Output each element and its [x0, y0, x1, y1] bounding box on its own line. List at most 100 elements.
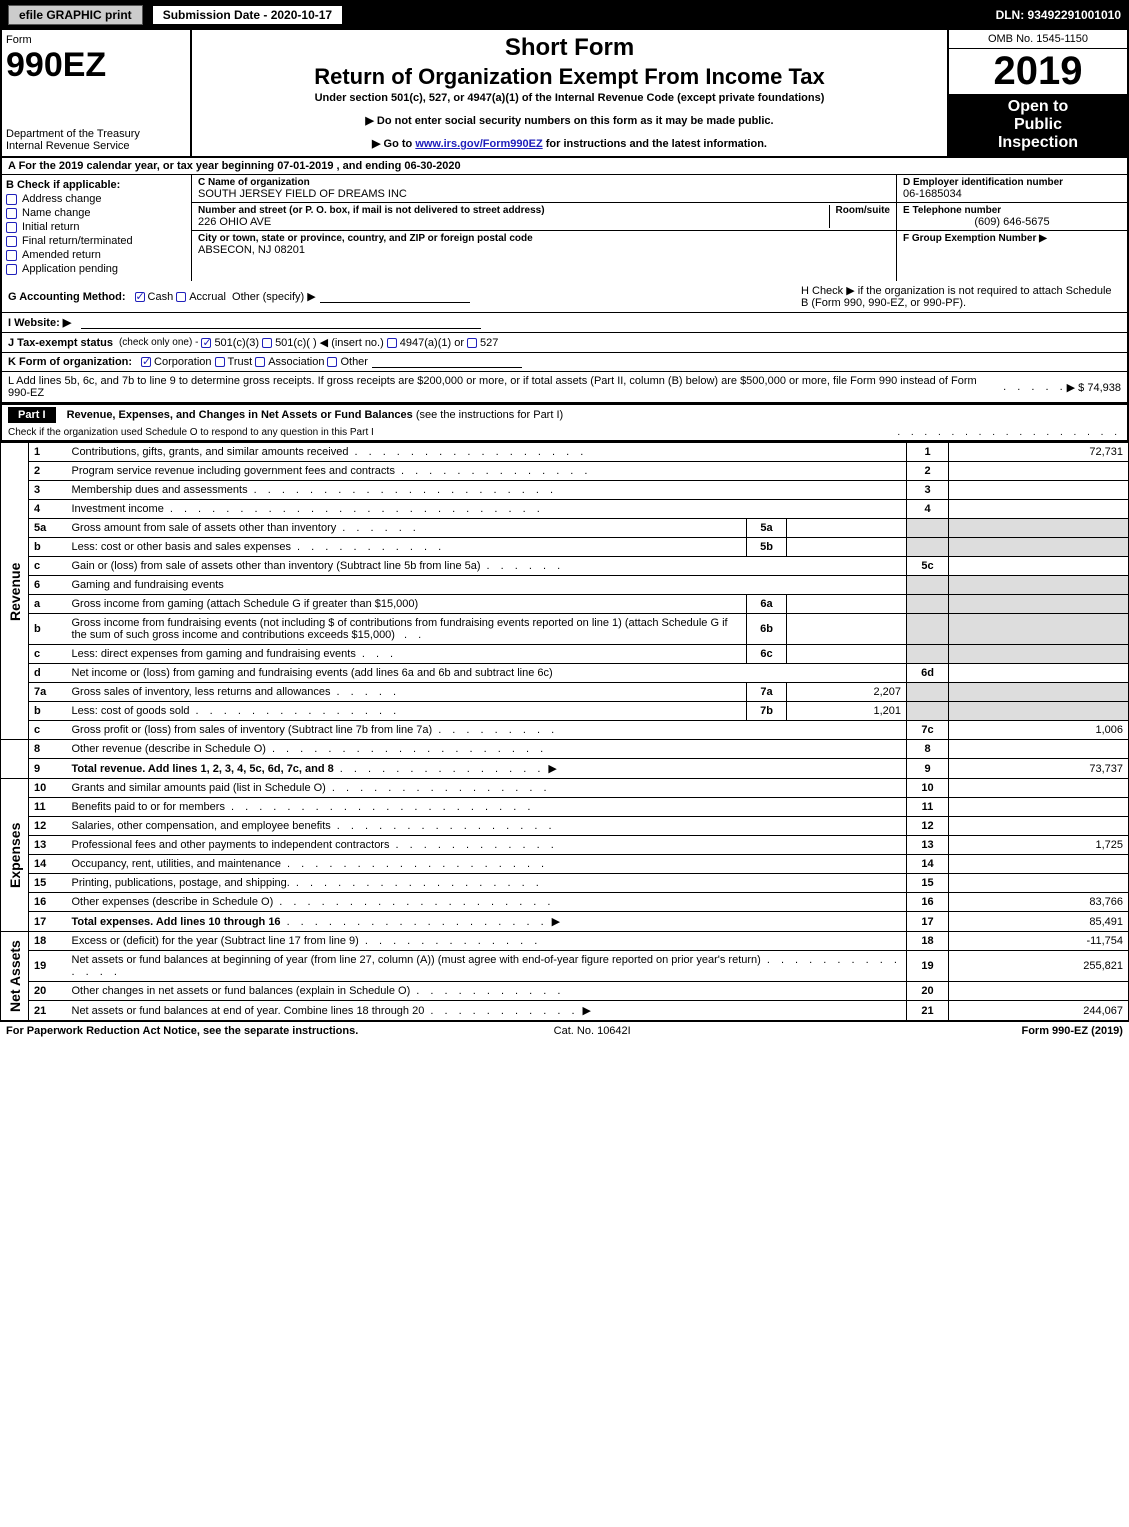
- line-val: 255,821: [949, 951, 1129, 982]
- line-desc: Net income or (loss) from gaming and fun…: [67, 664, 907, 683]
- website-input[interactable]: [81, 317, 481, 329]
- checkbox-accrual[interactable]: [176, 292, 186, 302]
- table-row: 15 Printing, publications, postage, and …: [1, 874, 1129, 893]
- checkbox-corp[interactable]: [141, 357, 151, 367]
- page-footer: For Paperwork Reduction Act Notice, see …: [0, 1021, 1129, 1040]
- shade-cell: [907, 519, 949, 538]
- checkbox-501c3[interactable]: [201, 338, 211, 348]
- table-row: 17 Total expenses. Add lines 10 through …: [1, 912, 1129, 932]
- h-text: H Check ▶ if the organization is not req…: [801, 284, 1121, 309]
- g-accrual: Accrual: [189, 291, 226, 303]
- checkbox-other[interactable]: [327, 357, 337, 367]
- room-label: Room/suite: [829, 205, 890, 228]
- dots: . . . . . . . . . . . . . . . . .: [897, 427, 1121, 438]
- line-desc: Excess or (deficit) for the year (Subtra…: [67, 932, 907, 951]
- k-other-input[interactable]: [372, 356, 522, 368]
- ein-label: D Employer identification number: [903, 177, 1121, 188]
- line-val: [949, 481, 1129, 500]
- shade-cell: [949, 683, 1129, 702]
- checkbox-trust[interactable]: [215, 357, 225, 367]
- line-key: 2: [907, 462, 949, 481]
- line-val: 244,067: [949, 1001, 1129, 1021]
- chk-address-change[interactable]: Address change: [6, 193, 187, 205]
- header-right: OMB No. 1545-1150 2019 Open to Public In…: [947, 30, 1127, 156]
- city-row: City or town, state or province, country…: [192, 231, 896, 258]
- line-key: 20: [907, 982, 949, 1001]
- efile-print-button[interactable]: efile GRAPHIC print: [8, 5, 143, 25]
- line-val: [949, 855, 1129, 874]
- part1-title: Revenue, Expenses, and Changes in Net As…: [67, 409, 413, 421]
- sub-key: 6c: [747, 645, 787, 664]
- sub-key: 6a: [747, 595, 787, 614]
- under-section: Under section 501(c), 527, or 4947(a)(1)…: [202, 92, 937, 104]
- line-desc: Printing, publications, postage, and shi…: [67, 874, 907, 893]
- footer-mid: Cat. No. 10642I: [554, 1025, 631, 1037]
- table-row: 20 Other changes in net assets or fund b…: [1, 982, 1129, 1001]
- checkbox-icon[interactable]: [6, 222, 17, 233]
- info-block: A For the 2019 calendar year, or tax yea…: [0, 158, 1129, 404]
- open-line2: Public: [953, 116, 1123, 134]
- table-row: 3 Membership dues and assessments. . . .…: [1, 481, 1129, 500]
- line-key: 6d: [907, 664, 949, 683]
- line-num: 17: [29, 912, 67, 932]
- g-other-input[interactable]: [320, 291, 470, 303]
- sub-val: 1,201: [787, 702, 907, 721]
- tax-year: 2019: [949, 49, 1127, 94]
- title-return: Return of Organization Exempt From Incom…: [202, 64, 937, 90]
- checkbox-icon[interactable]: [6, 194, 17, 205]
- line-key: 21: [907, 1001, 949, 1021]
- sub-val: [787, 614, 907, 645]
- chk-amended-return[interactable]: Amended return: [6, 249, 187, 261]
- line-num: b: [29, 614, 67, 645]
- line-val: [949, 664, 1129, 683]
- line-desc: Other expenses (describe in Schedule O).…: [67, 893, 907, 912]
- checkbox-assoc[interactable]: [255, 357, 265, 367]
- table-row: d Net income or (loss) from gaming and f…: [1, 664, 1129, 683]
- checkbox-icon[interactable]: [6, 208, 17, 219]
- l-amount: ▶ $ 74,938: [1067, 381, 1121, 394]
- line-num: 15: [29, 874, 67, 893]
- chk-final-return[interactable]: Final return/terminated: [6, 235, 187, 247]
- checkbox-527[interactable]: [467, 338, 477, 348]
- g-cash: Cash: [148, 291, 174, 303]
- line-key: 16: [907, 893, 949, 912]
- dln-label: DLN: 93492291001010: [996, 8, 1121, 22]
- line-key: 19: [907, 951, 949, 982]
- chk-label: Amended return: [22, 249, 101, 261]
- period-line-a: A For the 2019 calendar year, or tax yea…: [2, 158, 1127, 175]
- chk-application-pending[interactable]: Application pending: [6, 263, 187, 275]
- chk-name-change[interactable]: Name change: [6, 207, 187, 219]
- sub-key: 7a: [747, 683, 787, 702]
- sub-val: 2,207: [787, 683, 907, 702]
- line-desc: Investment income. . . . . . . . . . . .…: [67, 500, 907, 519]
- line-num: c: [29, 721, 67, 740]
- checkbox-501c[interactable]: [262, 338, 272, 348]
- line-val: 85,491: [949, 912, 1129, 932]
- side-label-expenses: Expenses: [1, 779, 29, 932]
- k-assoc: Association: [268, 356, 324, 368]
- irs-link[interactable]: www.irs.gov/Form990EZ: [415, 138, 542, 150]
- checkbox-icon[interactable]: [6, 250, 17, 261]
- table-row: b Less: cost or other basis and sales ex…: [1, 538, 1129, 557]
- table-row: 4 Investment income. . . . . . . . . . .…: [1, 500, 1129, 519]
- table-row: 2 Program service revenue including gove…: [1, 462, 1129, 481]
- side-label-net-assets: Net Assets: [1, 932, 29, 1021]
- line-desc: Total revenue. Add lines 1, 2, 3, 4, 5c,…: [67, 759, 907, 779]
- checkbox-4947[interactable]: [387, 338, 397, 348]
- shade-cell: [907, 702, 949, 721]
- shade-cell: [949, 614, 1129, 645]
- checkbox-icon[interactable]: [6, 236, 17, 247]
- g-other: Other (specify) ▶: [232, 290, 316, 303]
- line-num: b: [29, 538, 67, 557]
- line-key: 7c: [907, 721, 949, 740]
- table-row: Expenses 10 Grants and similar amounts p…: [1, 779, 1129, 798]
- line-key: 4: [907, 500, 949, 519]
- checkbox-icon[interactable]: [6, 264, 17, 275]
- line-num: 13: [29, 836, 67, 855]
- arrow-icon: ▶: [552, 916, 560, 928]
- table-row: 7a Gross sales of inventory, less return…: [1, 683, 1129, 702]
- city-value: ABSECON, NJ 08201: [198, 244, 890, 256]
- shade-cell: [949, 576, 1129, 595]
- checkbox-cash[interactable]: [135, 292, 145, 302]
- chk-initial-return[interactable]: Initial return: [6, 221, 187, 233]
